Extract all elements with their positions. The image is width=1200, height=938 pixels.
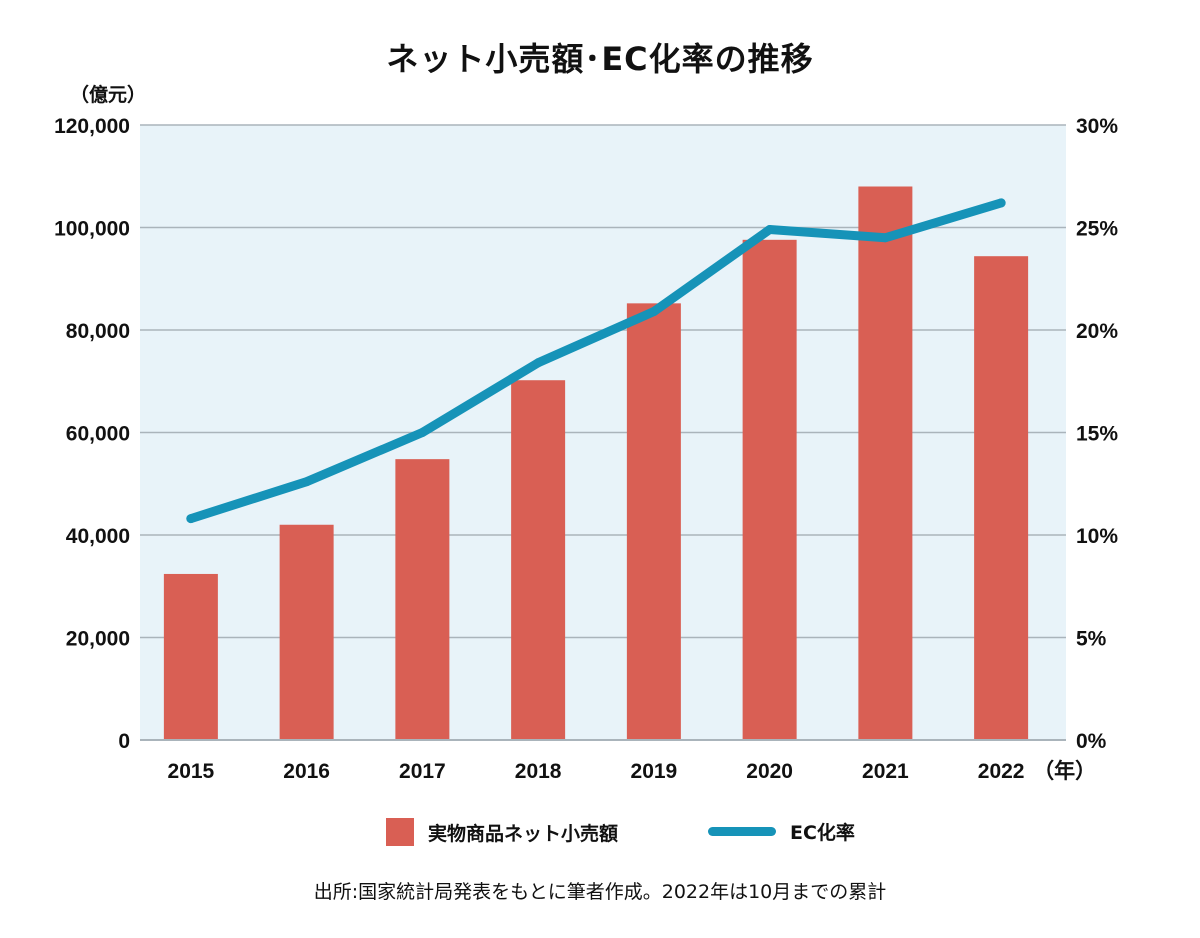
- y-left-tick-label: 120,000: [54, 115, 130, 138]
- y-right-tick-label: 25%: [1076, 218, 1118, 241]
- chart-title: ネット小売額･EC化率の推移: [386, 40, 814, 78]
- bar-2017: [395, 459, 450, 740]
- point-ec-rate-2018: [533, 358, 543, 368]
- point-ec-rate-2022: [996, 198, 1006, 208]
- source-note: 出所:国家統計局発表をもとに筆者作成。2022年は10月までの累計: [313, 881, 887, 903]
- point-ec-rate-2015: [186, 514, 196, 524]
- x-tick-label: 2019: [631, 760, 678, 783]
- x-tick-label: 2016: [283, 760, 330, 783]
- bar-2021: [858, 186, 913, 740]
- point-ec-rate-2021: [880, 233, 890, 243]
- y-left-tick-label: 40,000: [66, 525, 130, 548]
- x-tick-label: 2018: [515, 760, 562, 783]
- x-tick-label: 2015: [168, 760, 215, 783]
- y-right-tick-label: 0%: [1076, 730, 1107, 753]
- y-right-tick-label: 10%: [1076, 525, 1118, 548]
- x-tick-label: 2022: [978, 760, 1025, 783]
- bar-2022: [974, 256, 1029, 740]
- bar-2019: [626, 303, 681, 740]
- point-ec-rate-2020: [765, 225, 775, 235]
- y-right-tick-label: 5%: [1076, 628, 1107, 651]
- legend-swatch-bar: [386, 818, 414, 846]
- y-right-tick-label: 15%: [1076, 423, 1118, 446]
- legend-label-bar: 実物商品ネット小売額: [428, 822, 619, 845]
- bar-2020: [742, 239, 797, 741]
- y-left-tick-label: 60,000: [66, 423, 130, 446]
- point-ec-rate-2016: [302, 477, 312, 487]
- x-tick-label: 2021: [862, 760, 909, 783]
- y-left-tick-label: 100,000: [54, 218, 130, 241]
- y-left-tick-label: 0: [118, 730, 130, 753]
- x-axis-unit: （年）: [1033, 759, 1096, 783]
- legend-label-line: EC化率: [790, 822, 855, 844]
- point-ec-rate-2019: [649, 307, 659, 317]
- line-ec-rate: [186, 198, 1006, 524]
- legend-swatch-line: [708, 827, 776, 836]
- legend: 実物商品ネット小売額 EC化率: [0, 818, 1200, 854]
- legend-item-bar: 実物商品ネット小売額: [386, 818, 618, 846]
- y-right-tick-label: 30%: [1076, 115, 1118, 138]
- legend-item-line: EC化率: [708, 818, 855, 845]
- bar-2018: [511, 380, 566, 740]
- x-tick-label: 2017: [399, 760, 446, 783]
- y-left-tick-label: 20,000: [66, 628, 130, 651]
- point-ec-rate-2017: [417, 428, 427, 437]
- y-left-tick-label: 80,000: [66, 320, 130, 343]
- x-tick-label: 2020: [746, 760, 793, 783]
- bar-2015: [163, 573, 218, 740]
- bar-2016: [279, 524, 334, 740]
- y-right-tick-label: 20%: [1076, 320, 1118, 343]
- left-axis-unit: （億元）: [70, 84, 147, 106]
